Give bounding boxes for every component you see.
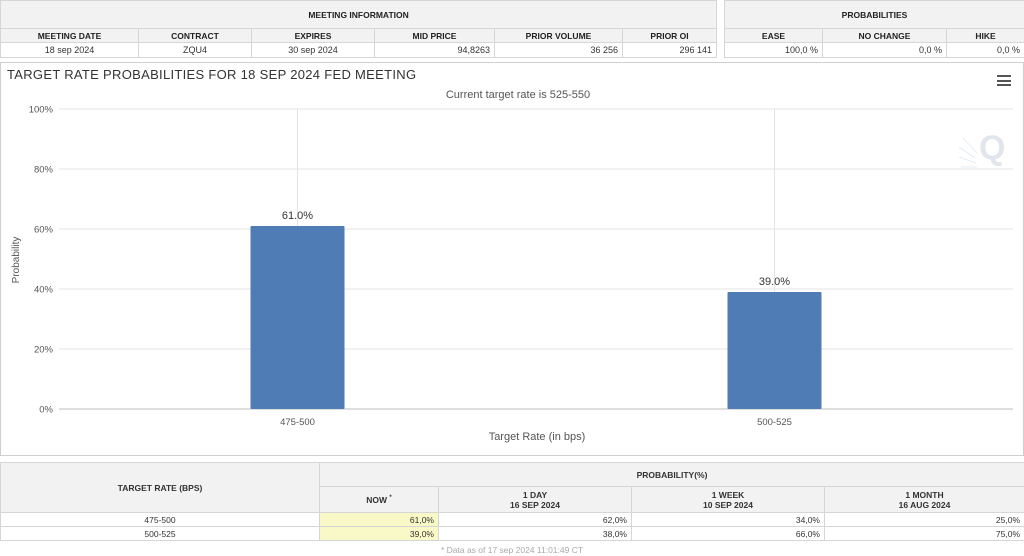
header-now-label: NOW (366, 494, 388, 505)
row-1-month: 75,0% (823, 526, 1024, 541)
header-prior-volume: PRIOR VOLUME (494, 28, 623, 43)
svg-text:Q: Q (979, 129, 1005, 167)
value-contract: ZQU4 (138, 42, 252, 58)
header-now-marker: * (389, 494, 392, 501)
data-label: 61.0% (282, 210, 313, 222)
header-1-month: 1 MONTH 16 AUG 2024 (823, 486, 1024, 513)
value-hike: 0,0 % (946, 42, 1024, 58)
row-1-week: 66,0% (631, 526, 825, 541)
header-now: NOW * (319, 486, 439, 513)
y-tick-label: 100% (29, 105, 54, 116)
header-1-day-label: 1 DAY (522, 489, 548, 500)
x-axis-label: Target Rate (in bps) (489, 431, 586, 443)
probabilities-title: PROBABILITIES (724, 0, 1024, 29)
meeting-info-table: MEETING INFORMATION MEETING DATE CONTRAC… (0, 0, 718, 58)
row-rate: 500-525 (0, 526, 320, 541)
meeting-info-title: MEETING INFORMATION (0, 0, 718, 29)
chart-title: TARGET RATE PROBABILITIES FOR 18 SEP 202… (7, 67, 416, 82)
y-tick-label: 80% (34, 165, 54, 176)
data-label: 39.0% (759, 276, 790, 288)
y-tick-label: 60% (34, 225, 54, 236)
value-meeting-date: 18 sep 2024 (0, 42, 139, 58)
bars-layer (250, 226, 822, 409)
y-tick-label: 0% (39, 405, 53, 416)
header-1-week-date: 10 SEP 2024 (703, 499, 753, 510)
hamburger-menu-icon[interactable] (997, 75, 1011, 86)
header-expires: EXPIRES (251, 28, 375, 43)
target-rate-table: TARGET RATE (BPS) PROBABILITY(%) NOW * 1… (0, 462, 1024, 541)
header-1-week-label: 1 WEEK (711, 489, 745, 500)
row-1-week: 34,0% (631, 512, 825, 527)
header-meeting-date: MEETING DATE (0, 28, 139, 43)
bar-475-500[interactable] (250, 226, 345, 409)
value-prior-oi: 296 141 (621, 42, 718, 58)
value-mid-price: 94,8263 (374, 42, 495, 58)
row-1-day: 62,0% (438, 512, 632, 527)
value-ease: 100,0 % (724, 42, 823, 58)
row-1-month: 25,0% (823, 512, 1024, 527)
header-1-month-label: 1 MONTH (905, 489, 944, 500)
table-row: 475-500 61,0% 62,0% 34,0% 25,0% (0, 512, 1024, 527)
header-probability: PROBABILITY(%) (318, 462, 1024, 487)
bar-500-525[interactable] (727, 292, 822, 409)
labels-layer: 0% 20% 40% 60% 80% 100% 61.0% 475-500 39.0% 500-5… (29, 105, 792, 429)
header-1-day-date: 16 SEP 2024 (510, 499, 560, 510)
y-axis-label: Probability (11, 237, 22, 284)
y-tick-label: 40% (34, 285, 54, 296)
header-hike: HIKE (946, 28, 1024, 43)
header-1-week: 1 WEEK 10 SEP 2024 (631, 486, 825, 513)
grid-layer (59, 108, 1013, 410)
header-no-change: NO CHANGE (822, 28, 947, 43)
x-tick-label: 500-525 (757, 417, 792, 428)
q-watermark-icon: Q (958, 129, 1005, 168)
header-1-month-date: 16 AUG 2024 (898, 499, 951, 510)
row-rate: 475-500 (0, 512, 320, 527)
x-tick-label: 475-500 (280, 417, 315, 428)
row-now: 61,0% (319, 512, 439, 527)
header-target-rate: TARGET RATE (BPS) (0, 462, 320, 513)
header-1-day: 1 DAY 16 SEP 2024 (438, 486, 632, 513)
y-tick-label: 20% (34, 345, 54, 356)
chart-panel: TARGET RATE PROBABILITIES FOR 18 SEP 202… (0, 62, 1024, 456)
row-1-day: 38,0% (438, 526, 632, 541)
row-now: 39,0% (319, 526, 439, 541)
header-ease: EASE (724, 28, 823, 43)
header-prior-oi: PRIOR OI (621, 28, 718, 43)
bar-chart: TARGET RATE PROBABILITIES FOR 18 SEP 202… (7, 67, 1013, 443)
table-row: 500-525 39,0% 38,0% 66,0% 75,0% (0, 526, 1024, 541)
header-mid-price: MID PRICE (374, 28, 495, 43)
probabilities-table: PROBABILITIES EASE NO CHANGE HIKE 100,0 … (724, 0, 1024, 58)
header-contract: CONTRACT (138, 28, 252, 43)
data-timestamp-footnote: * Data as of 17 sep 2024 11:01:49 CT (440, 545, 584, 555)
value-expires: 30 sep 2024 (251, 42, 375, 58)
chart-subtitle: Current target rate is 525-550 (446, 89, 590, 101)
value-no-change: 0,0 % (822, 42, 947, 58)
value-prior-volume: 36 256 (494, 42, 623, 58)
